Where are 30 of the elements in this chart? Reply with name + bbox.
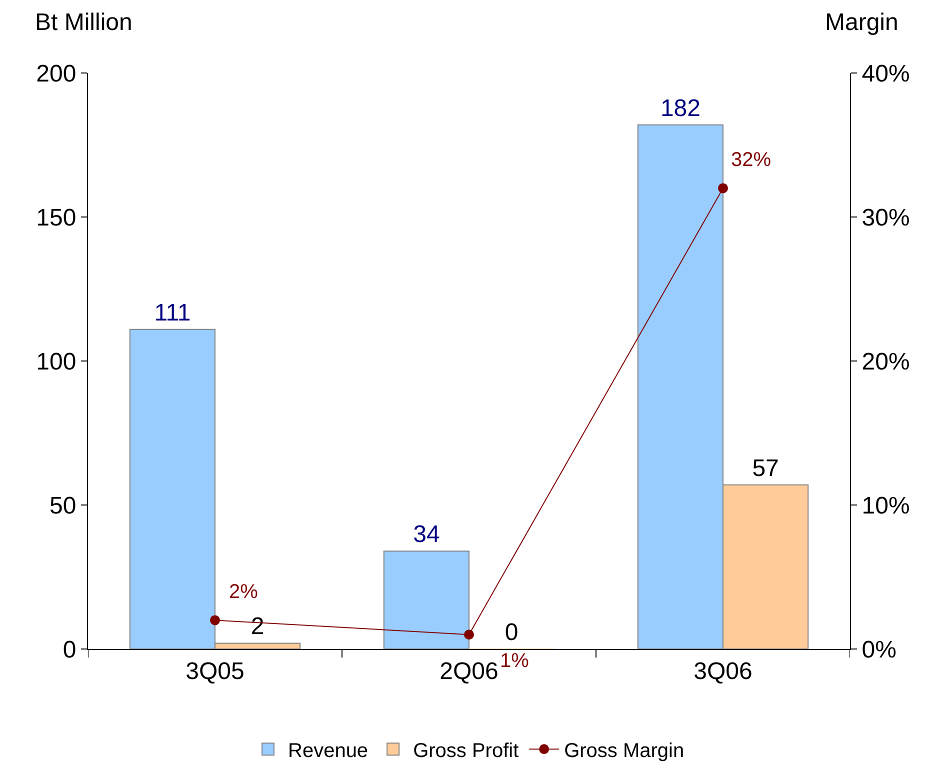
y-tick-label: 100 <box>36 348 76 376</box>
x-tick-label: 2Q06 <box>440 658 498 685</box>
bar <box>383 550 470 649</box>
y2-tick-label: 30% <box>862 204 910 232</box>
data-label: 57 <box>752 454 779 482</box>
x-tick-label: 3Q05 <box>186 658 244 685</box>
point <box>464 630 474 640</box>
y2-tick-label: 40% <box>862 60 910 88</box>
data-label: 111 <box>154 299 191 326</box>
point <box>718 183 728 194</box>
legend-label: Revenue <box>288 740 368 762</box>
data-label: 182 <box>660 94 700 122</box>
x-tick-label: 3Q06 <box>694 658 752 685</box>
point <box>210 615 220 626</box>
legend-label: Gross Margin <box>564 740 684 762</box>
data-label: 32% <box>731 149 772 171</box>
data-label: 34 <box>413 521 440 548</box>
y-tick-label: 200 <box>36 60 76 88</box>
y-tick-label: 150 <box>36 204 76 232</box>
y2-tick-label: 10% <box>862 492 910 520</box>
y2-tick-label: 20% <box>862 348 910 376</box>
y-axis-title: Bt Million <box>35 9 132 36</box>
data-label: 2% <box>229 581 258 603</box>
y2-tick-label: 0% <box>862 636 896 664</box>
legend-label: Gross Profit <box>413 740 520 762</box>
data-label: 1% <box>500 650 530 672</box>
y-tick-label: 50 <box>49 492 76 520</box>
data-label: 0 <box>504 619 518 646</box>
y2-axis-title: Margin <box>825 9 898 36</box>
y-tick-label: 0 <box>62 636 76 664</box>
